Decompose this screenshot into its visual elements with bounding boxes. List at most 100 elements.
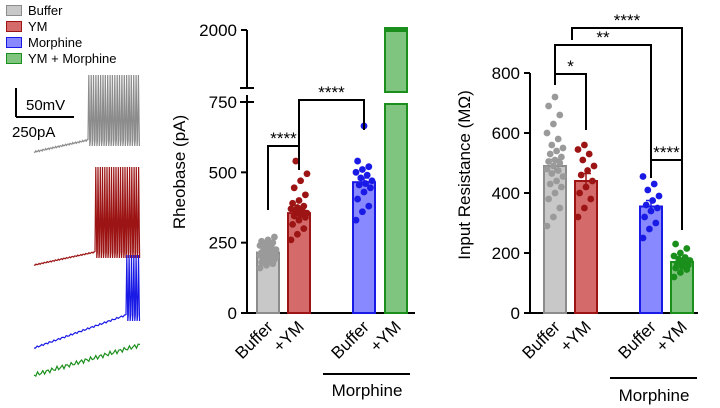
data-point	[352, 216, 360, 224]
significance-label: ****	[270, 129, 297, 148]
data-point	[287, 205, 295, 213]
data-point	[367, 184, 374, 192]
bar	[384, 103, 408, 314]
data-point	[289, 199, 296, 207]
bar	[574, 180, 598, 314]
y-axis-label: Input Resistance (MΩ)	[455, 90, 474, 260]
data-point	[545, 195, 552, 203]
data-point	[303, 170, 311, 178]
y-tick-label: 250	[209, 234, 237, 253]
data-point	[639, 173, 647, 180]
data-point	[271, 233, 278, 241]
data-point	[677, 249, 684, 257]
data-point	[545, 102, 552, 110]
data-point	[670, 273, 678, 281]
group-label: Morphine	[619, 386, 690, 405]
data-point	[545, 158, 552, 165]
data-point	[574, 213, 582, 221]
data-point	[359, 208, 366, 216]
data-point	[654, 204, 661, 212]
x-tick-label: Buffer	[232, 317, 278, 363]
data-point	[258, 237, 265, 245]
data-point	[289, 220, 296, 228]
data-point	[587, 195, 595, 203]
voltage-traces	[33, 74, 141, 377]
data-point	[543, 129, 551, 137]
data-point	[551, 93, 559, 101]
data-point	[546, 180, 554, 188]
data-point	[652, 219, 660, 227]
group-label: Morphine	[332, 381, 403, 400]
data-point	[354, 157, 361, 165]
data-point	[641, 213, 648, 221]
data-point	[550, 120, 557, 128]
data-point	[543, 165, 551, 173]
x-tick-label: Buffer	[328, 317, 374, 363]
data-point	[582, 183, 590, 191]
x-tick-label: Buffer	[519, 317, 565, 363]
data-point	[362, 180, 369, 187]
data-point	[585, 150, 593, 158]
y-tick-label: 750	[209, 93, 237, 112]
input-resistance-chart: 0 200 400 600 800 Input Resistance (MΩ) Buffer…	[455, 11, 698, 405]
data-point	[287, 236, 295, 244]
significance-bracket	[267, 145, 300, 210]
data-point	[297, 177, 304, 185]
data-point	[368, 177, 376, 185]
data-point	[644, 186, 652, 194]
legend-swatch	[6, 4, 22, 16]
significance-bracket	[571, 27, 683, 225]
data-point	[556, 111, 564, 119]
y-tick-label: 500	[209, 163, 237, 182]
data-point	[655, 192, 663, 200]
x-tick-label: Buffer	[615, 317, 661, 363]
x-tick-label: +YM	[556, 317, 594, 355]
data-point	[553, 147, 560, 155]
significance-bracket	[554, 73, 587, 130]
data-point	[292, 157, 300, 165]
data-point	[646, 225, 653, 233]
legend-item-morphine: Morphine	[6, 34, 117, 50]
data-point	[551, 156, 559, 164]
y-tick-label: 400	[492, 184, 520, 203]
legend-label: Buffer	[28, 2, 63, 18]
data-point	[584, 167, 591, 174]
data-point	[264, 236, 272, 244]
data-point	[553, 177, 560, 185]
trace-morphine	[33, 254, 141, 349]
data-point	[365, 163, 373, 171]
data-point	[302, 191, 309, 199]
data-point	[548, 170, 556, 177]
data-point	[365, 202, 373, 210]
significance-bracket	[298, 99, 365, 150]
data-point	[294, 230, 301, 238]
data-point	[546, 150, 554, 158]
trace-ym	[33, 166, 141, 266]
legend: Buffer YM Morphine YM + Morphine	[6, 2, 117, 66]
data-point	[647, 207, 655, 215]
y-tick-label: 0	[228, 304, 237, 323]
significance-label: *	[567, 57, 574, 76]
data-point	[589, 177, 596, 185]
data-point	[300, 225, 308, 233]
legend-swatch	[6, 36, 22, 48]
data-point	[543, 222, 551, 230]
data-point	[556, 204, 564, 212]
data-point	[579, 156, 587, 164]
data-point	[360, 188, 368, 196]
data-point	[363, 171, 371, 179]
data-point	[559, 144, 567, 152]
data-point	[677, 269, 684, 276]
y-tick-label: 2000	[199, 21, 237, 40]
voltage-scale-label: 50mV	[26, 97, 65, 114]
data-point	[352, 168, 360, 176]
data-point	[672, 240, 679, 248]
data-point	[649, 197, 656, 204]
legend-label: Morphine	[28, 34, 83, 50]
data-point	[357, 174, 365, 182]
trace-buffer	[33, 74, 140, 154]
y-axis-label: Rheobase (pA)	[170, 115, 189, 229]
data-point	[554, 135, 562, 143]
